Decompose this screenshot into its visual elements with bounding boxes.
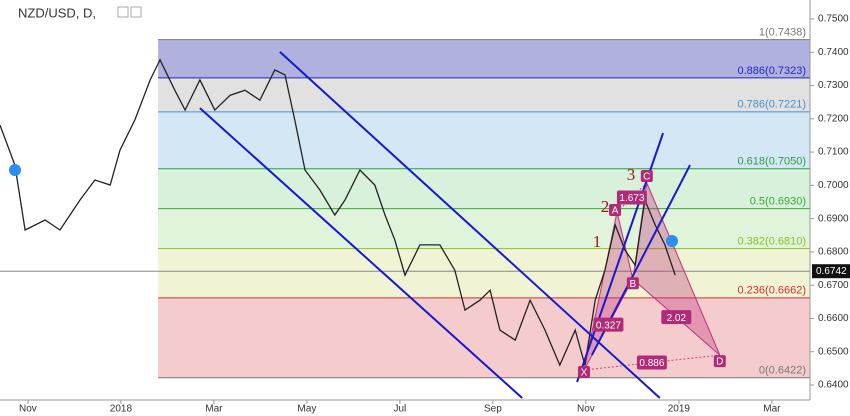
x-tick-label: 2019	[668, 404, 691, 415]
ratio-label: 0.327	[596, 320, 621, 331]
x-tick-label: Nov	[577, 404, 595, 415]
fib-level-label: 0.618(0.7050)	[738, 156, 807, 168]
fib-band	[158, 208, 811, 249]
y-tick-label: 0.7500	[818, 14, 849, 25]
price-line	[0, 58, 676, 367]
x-tick-label: 2018	[110, 404, 133, 415]
chart-title: NZD/USD, D,	[18, 5, 96, 20]
y-tick-label: 0.7200	[818, 113, 849, 124]
x-tick-label: Sep	[484, 404, 502, 415]
channel-line	[279, 51, 661, 399]
fib-level-label: 1(0.7438)	[759, 27, 806, 39]
settings-icon[interactable]	[117, 6, 129, 18]
fib-level-label: 0.236(0.6662)	[738, 285, 807, 297]
visibility-icon[interactable]	[130, 6, 142, 18]
pattern-point-box	[609, 203, 622, 216]
ratio-box	[593, 317, 624, 332]
fib-level-label: 0.786(0.7221)	[738, 99, 807, 111]
x-tick-label: Mar	[763, 404, 781, 415]
wave-label: 2	[601, 197, 610, 216]
fib-level-label: 0.886(0.7323)	[738, 65, 807, 77]
ratio-box	[661, 310, 692, 325]
ratio-label: 2.02	[667, 313, 687, 324]
y-tick-label: 0.6800	[818, 247, 849, 258]
x-tick-label: Nov	[19, 404, 37, 415]
pattern-point-label: X	[581, 368, 588, 379]
fib-band	[158, 39, 811, 78]
y-tick-label: 0.6600	[818, 313, 849, 324]
ratio-label: 1.673	[619, 193, 644, 204]
wave-label: 1	[593, 232, 602, 251]
channel-line	[199, 107, 523, 399]
ratio-box	[636, 355, 667, 370]
x-tick-label: Jul	[393, 404, 406, 415]
x-tick-label: May	[297, 404, 316, 415]
pattern-point-label: D	[716, 357, 723, 368]
pivot-marker	[666, 235, 678, 247]
last-price-label: 0.6742	[816, 266, 847, 277]
pattern-point-label: A	[612, 206, 619, 217]
fib-band	[158, 248, 811, 298]
pattern-point-box	[626, 277, 639, 290]
fib-band	[158, 111, 811, 169]
y-tick-label: 0.6700	[818, 280, 849, 291]
x-tick-label: Mar	[205, 404, 223, 415]
y-tick-label: 0.6900	[818, 213, 849, 224]
fib-level-label: 0.5(0.6930)	[750, 196, 806, 208]
pattern-point-label: C	[643, 172, 650, 183]
fib-level-label: 0(0.6422)	[759, 365, 806, 377]
pattern-point-label: B	[630, 279, 637, 290]
y-tick-label: 0.6500	[818, 346, 849, 357]
pattern-point-box	[640, 170, 653, 183]
pattern-point-box	[578, 366, 591, 379]
wave-label: 3	[627, 165, 636, 184]
ratio-label: 0.886	[639, 358, 664, 369]
ratio-box	[616, 190, 647, 205]
pattern-point-box	[713, 355, 726, 368]
pivot-marker	[9, 164, 21, 176]
plot: 1(0.7438) 0.886(0.7323) 0.786(0.7221) 0.618…	[0, 27, 811, 399]
fib-level-label: 0.382(0.6810)	[738, 235, 807, 247]
y-tick-label: 0.7400	[818, 47, 849, 58]
fib-band	[158, 77, 811, 112]
last-price-box	[812, 264, 850, 279]
y-tick-label: 0.7300	[818, 80, 849, 91]
fib-band	[158, 168, 811, 209]
y-tick-label: 0.7100	[818, 147, 849, 158]
y-tick-label: 0.7000	[818, 180, 849, 191]
y-tick-label: 0.6400	[818, 380, 849, 391]
